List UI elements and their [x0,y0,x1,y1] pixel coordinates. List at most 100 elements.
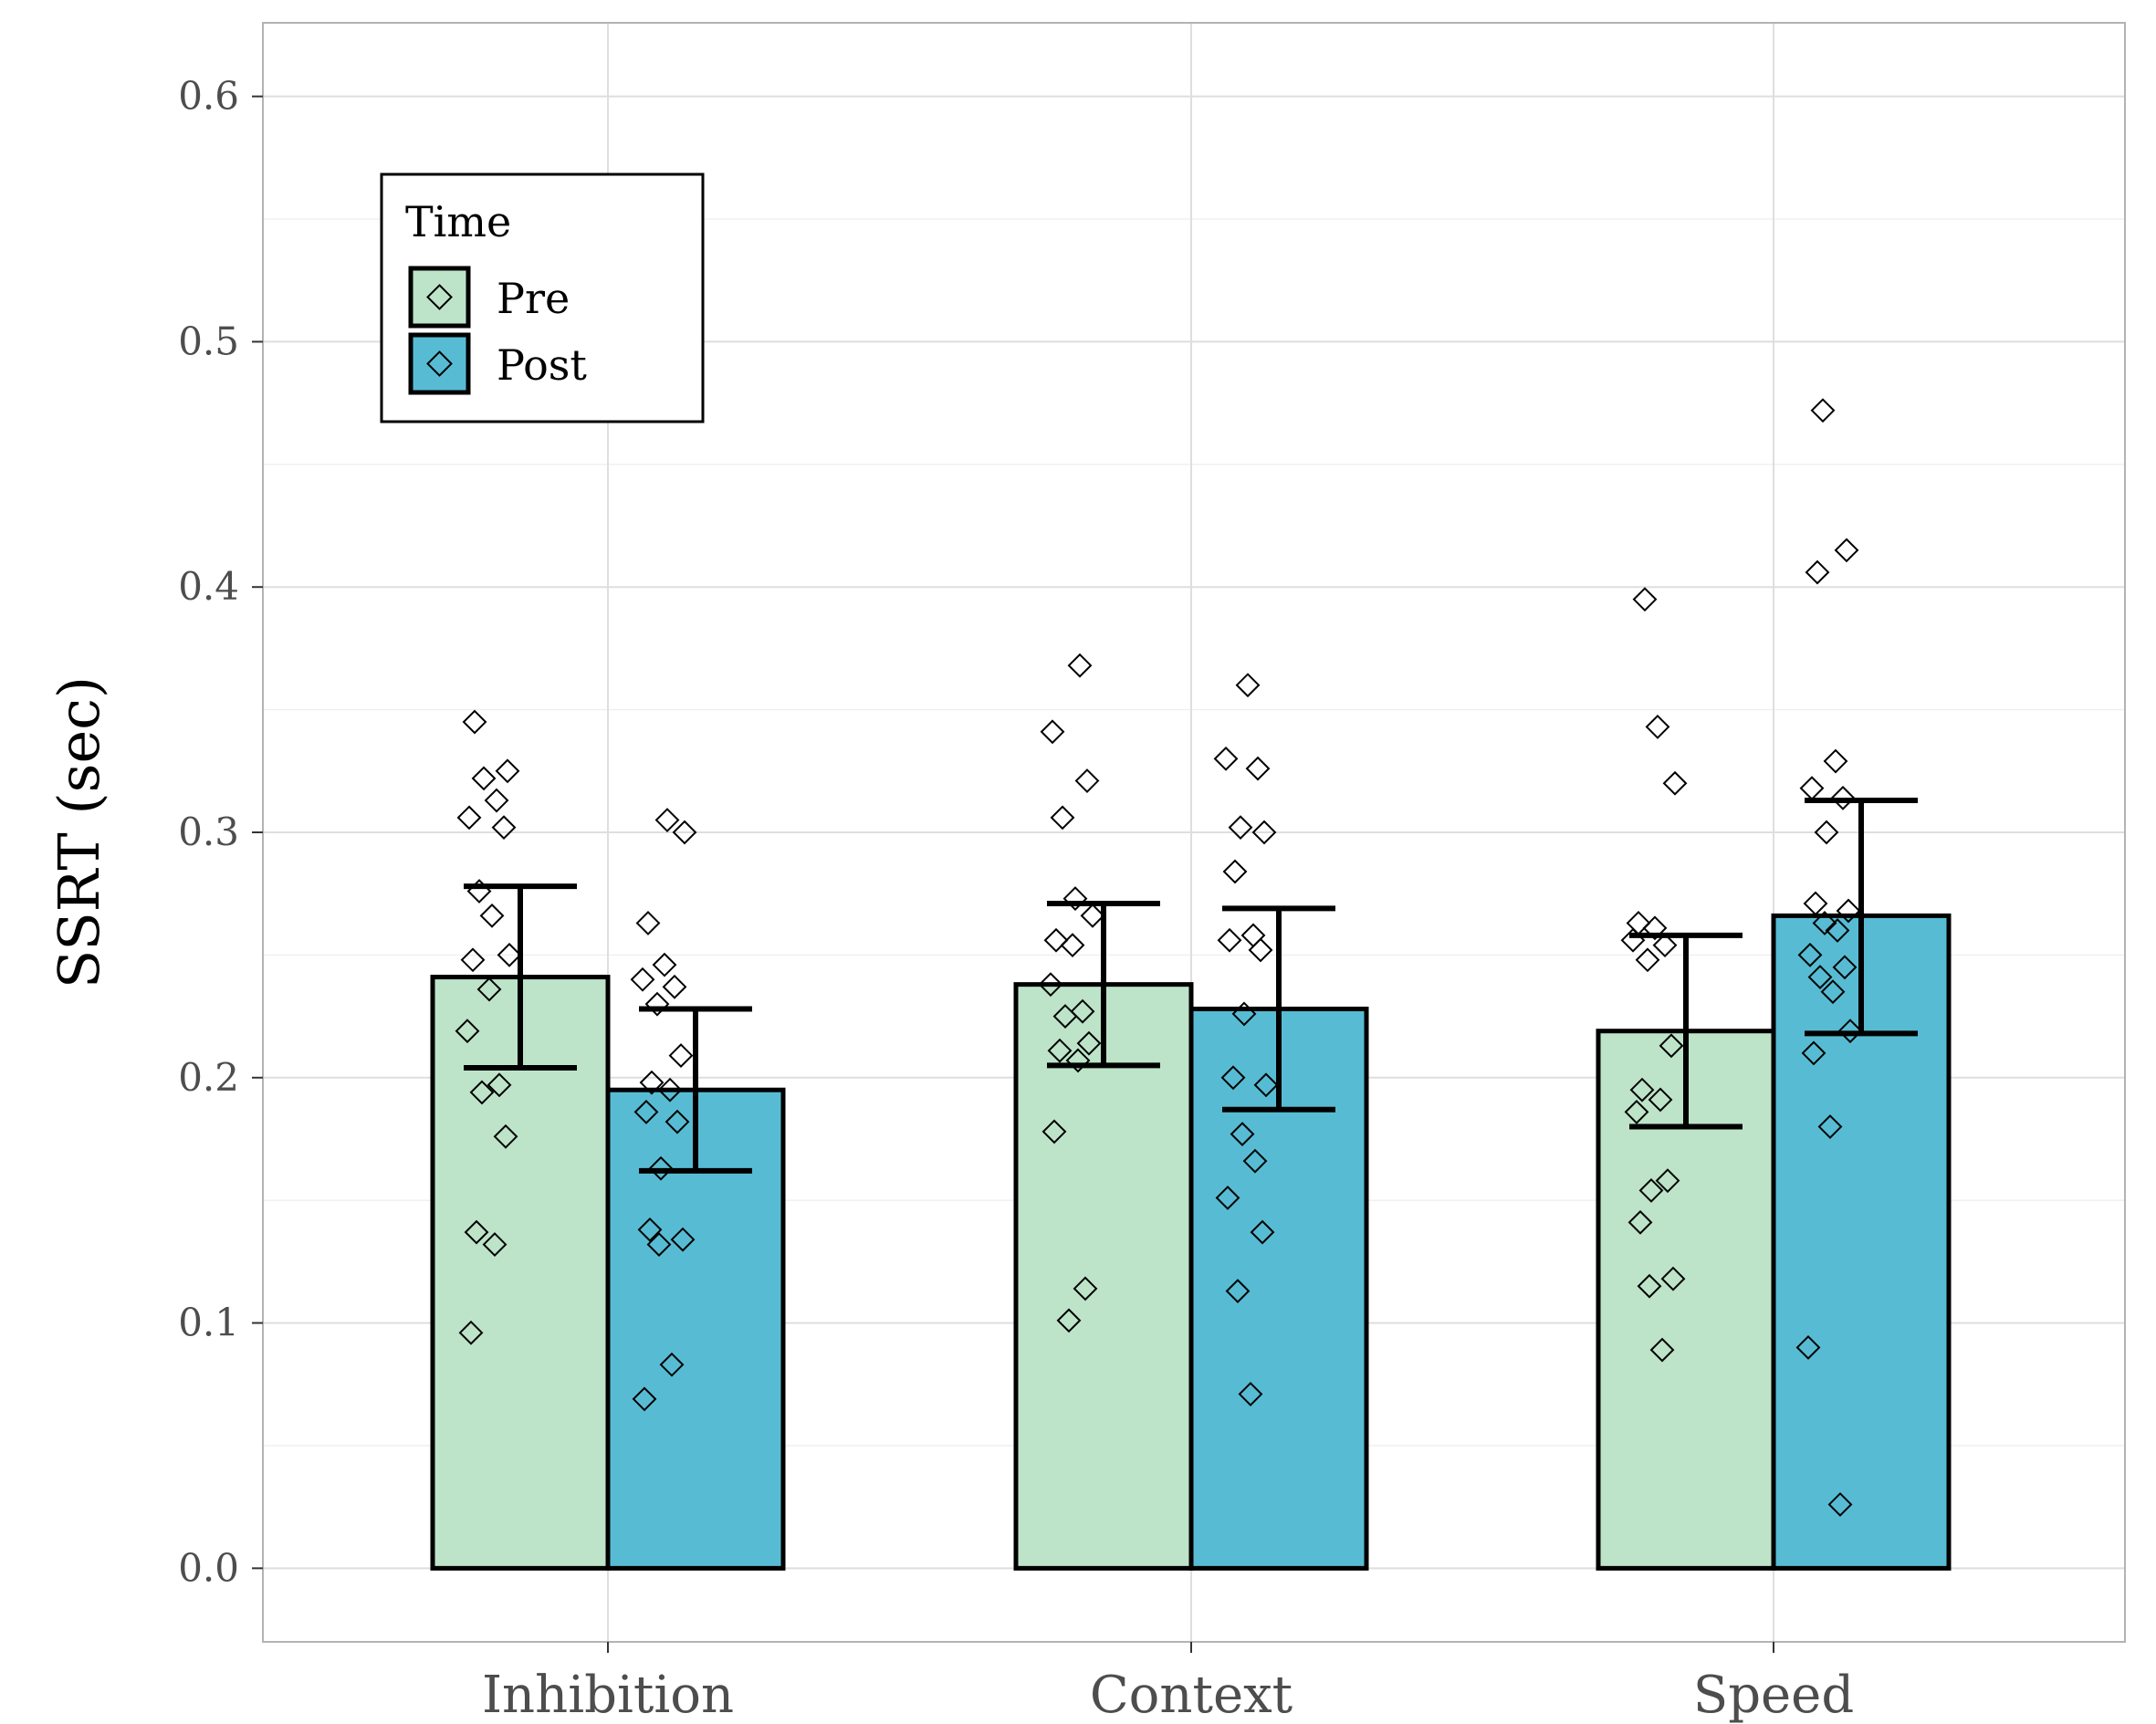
data-point-pre [455,1019,480,1044]
x-tick-label-speed: Speed [1693,1666,1854,1724]
data-point-pre [1038,972,1063,998]
x-tick-label-context: Context [1090,1666,1293,1724]
data-point-pre [495,758,520,784]
data-point-pre [1047,1038,1073,1063]
data-point-post [1228,815,1253,841]
data-point-pre [1645,715,1670,739]
y-axis-title: SSRT (sec) [46,676,112,988]
data-point-pre [460,947,486,973]
data-point-post [630,966,655,992]
data-point-pre [1060,933,1085,958]
data-point-post [659,1352,685,1377]
bar-pre-context [1013,982,1194,1571]
data-point-post [1217,927,1242,953]
data-point-pre [458,1320,484,1345]
data-point-pre [1638,1178,1664,1203]
legend-label-post: Post [497,340,587,390]
data-point-post [1245,756,1271,781]
data-point-pre [476,977,502,1002]
y-axis: 0.0 0.1 0.2 0.3 0.4 0.5 0.6 [178,74,263,1590]
data-point-post [1213,746,1239,771]
data-point-post [1810,398,1836,423]
data-point-pre [1659,1033,1684,1059]
x-tick-label-inhibition: Inhibition [482,1666,734,1724]
data-point-pre [464,1219,489,1245]
data-point-pre [456,805,482,831]
data-points [455,398,1863,1517]
data-point-pre [1041,1119,1067,1144]
data-point-post [644,991,670,1017]
data-point-post [1242,1148,1268,1174]
data-point-post [1814,820,1839,845]
legend-label-pre: Pre [497,274,570,323]
data-point-post [1231,1001,1257,1027]
data-point-pre [1649,1337,1675,1363]
legend-diamond-pre-icon [426,284,453,310]
data-point-post [665,1109,690,1134]
data-point-post [1823,748,1848,774]
data-point-post [668,1043,694,1069]
data-point-post [1837,1019,1863,1044]
data-point-pre [1076,1030,1102,1056]
data-point-pre [1062,886,1088,911]
data-point-pre [497,942,522,967]
data-point-post [1836,898,1861,924]
data-point-post [646,1232,672,1257]
data-point-pre [479,903,505,928]
data-point-pre [1070,998,1095,1024]
data-point-post [1797,942,1823,967]
data-point-post [1832,955,1858,980]
data-point-pre [1080,903,1105,928]
data-point-post [670,1227,696,1252]
data-point-post [654,808,680,832]
data-point-pre [1635,947,1660,973]
y-tick-label: 0.3 [178,810,239,854]
data-point-post [639,1070,665,1095]
legend-entry-pre: Pre [408,266,570,329]
data-point-pre [1074,768,1100,793]
data-point-pre [1632,587,1658,612]
data-point-post [1230,1122,1255,1147]
data-point-post [1238,1382,1263,1406]
data-point-post [1827,1492,1853,1517]
data-point-pre [484,788,509,813]
data-point-pre [1648,1087,1673,1113]
data-point-pre [1637,1273,1662,1299]
bar-post-inhibition [605,1087,786,1571]
legend: Time Pre Post [380,172,705,423]
data-point-post [1250,1219,1275,1245]
data-point-post [633,1100,659,1124]
data-point-pre [1073,1276,1098,1301]
bars [430,913,1952,1571]
data-point-pre [1050,805,1075,831]
data-point-post [652,952,677,977]
data-point-pre [1627,1209,1653,1235]
legend-diamond-post-icon [426,350,453,377]
legend-key-post [408,332,471,395]
data-point-post [1251,820,1277,845]
data-point-pre [491,815,517,841]
data-point-post [637,1217,663,1242]
data-point-pre [1660,1266,1686,1291]
data-point-post [1235,673,1261,698]
data-point-pre [1052,1004,1078,1029]
data-point-post [1248,937,1273,963]
data-point-post [657,1077,683,1102]
data-point-pre [482,1232,508,1257]
data-point-post [662,974,687,999]
y-tick-label: 0.6 [178,74,239,119]
legend-key-pre [408,266,471,329]
data-point-pre [466,879,492,904]
y-tick-label: 0.0 [178,1545,239,1590]
legend-title: Time [405,197,511,246]
data-point-pre [1624,1100,1649,1124]
data-point-post [1222,859,1248,884]
data-point-post [1799,776,1825,801]
data-point-post [1803,891,1828,916]
data-point-pre [1629,1077,1655,1102]
data-point-post [635,911,661,935]
data-point-pre [487,1072,512,1098]
data-point-post [1825,918,1850,943]
data-point-post [648,1155,674,1181]
